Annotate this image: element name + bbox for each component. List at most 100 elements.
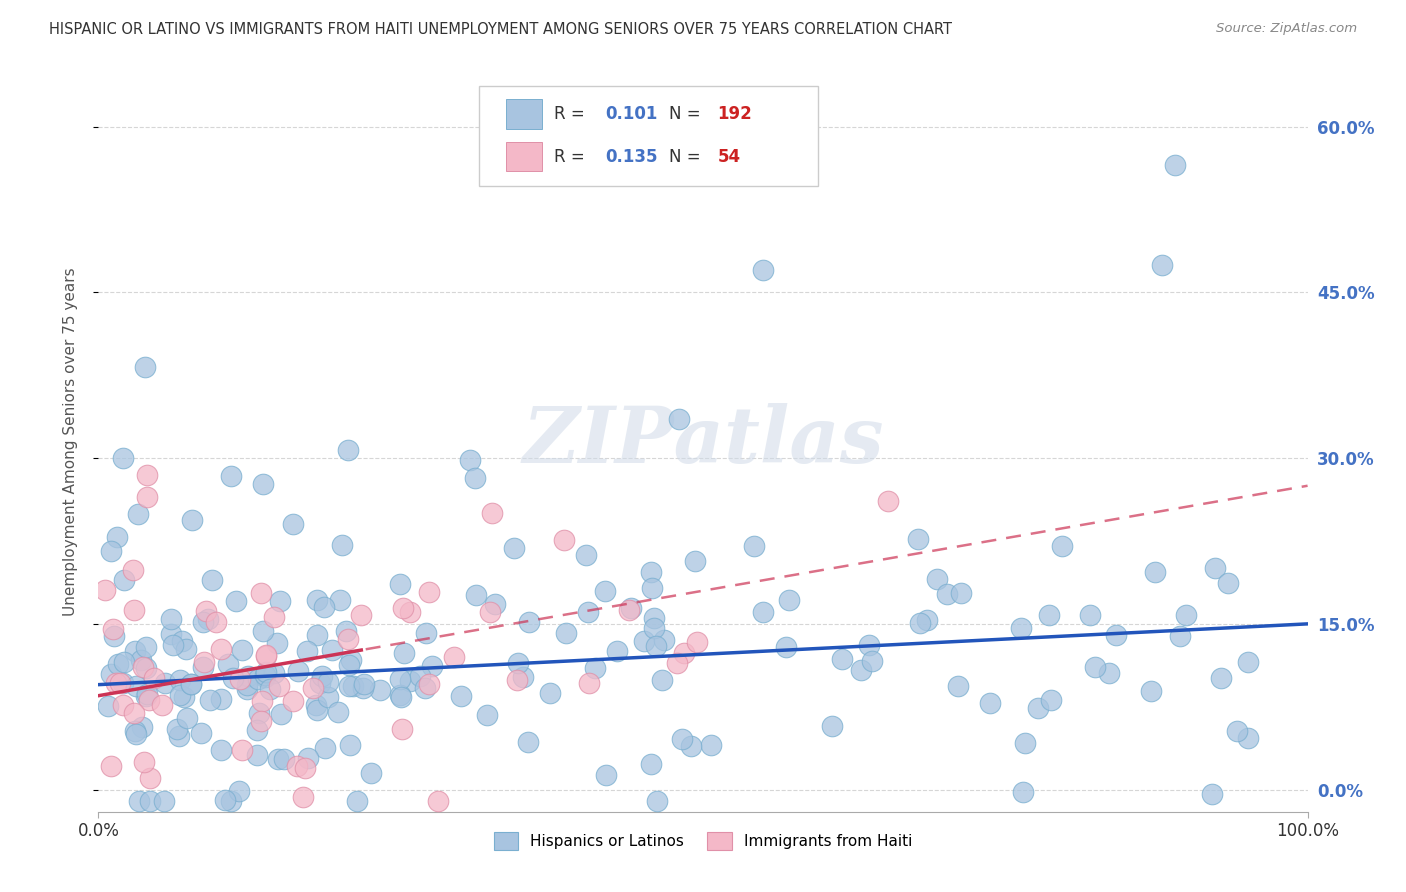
Point: [538, 686, 561, 700]
Point: [132, 660, 155, 674]
Point: [252, 477, 274, 491]
Point: [316, 675, 339, 690]
Point: [683, 554, 706, 568]
Text: 0.135: 0.135: [605, 147, 658, 166]
Point: [252, 624, 274, 639]
Point: [578, 676, 600, 690]
Point: [336, 442, 359, 457]
Point: [228, 784, 250, 798]
Point: [330, 538, 353, 552]
Point: [247, 706, 270, 721]
Point: [254, 668, 277, 682]
Point: [201, 573, 224, 587]
Point: [415, 681, 437, 696]
Point: [135, 689, 157, 703]
Point: [700, 738, 723, 752]
Point: [135, 490, 157, 504]
Point: [246, 723, 269, 737]
Point: [742, 539, 765, 553]
Point: [100, 543, 122, 558]
Point: [1237, 655, 1260, 669]
Text: R =: R =: [554, 147, 591, 166]
Point: [209, 743, 232, 757]
Point: [672, 646, 695, 660]
Point: [305, 698, 328, 712]
Point: [337, 658, 360, 673]
Point: [575, 548, 598, 562]
Point: [217, 657, 239, 671]
Point: [849, 663, 872, 677]
Point: [143, 671, 166, 685]
Point: [219, 468, 242, 483]
Point: [640, 757, 662, 772]
Point: [508, 657, 530, 671]
Point: [125, 679, 148, 693]
Point: [1010, 621, 1032, 635]
Text: N =: N =: [669, 105, 706, 123]
Point: [135, 467, 157, 482]
Point: [1211, 671, 1233, 685]
Point: [342, 679, 364, 693]
Point: [326, 705, 349, 719]
Point: [1098, 666, 1121, 681]
Point: [107, 657, 129, 671]
Point: [100, 758, 122, 772]
Point: [193, 655, 215, 669]
Point: [97, 698, 120, 713]
Point: [254, 670, 277, 684]
Legend: Hispanics or Latinos, Immigrants from Haiti: Hispanics or Latinos, Immigrants from Ha…: [488, 826, 918, 856]
Point: [198, 693, 221, 707]
Point: [173, 690, 195, 705]
Point: [190, 726, 212, 740]
Point: [858, 638, 880, 652]
Point: [391, 722, 413, 736]
Point: [302, 681, 325, 695]
Point: [225, 593, 247, 607]
Point: [94, 582, 117, 597]
Point: [593, 584, 616, 599]
Point: [778, 592, 800, 607]
Point: [640, 566, 662, 580]
Point: [1201, 787, 1223, 801]
Point: [1163, 158, 1185, 172]
Point: [307, 628, 329, 642]
Text: 0.101: 0.101: [605, 105, 658, 123]
Point: [606, 643, 628, 657]
Point: [100, 667, 122, 681]
FancyBboxPatch shape: [506, 142, 543, 171]
Point: [236, 681, 259, 696]
Point: [399, 673, 422, 688]
Point: [270, 706, 292, 721]
Point: [339, 680, 361, 694]
Point: [465, 588, 488, 602]
Point: [1140, 683, 1163, 698]
Point: [915, 613, 938, 627]
Point: [1175, 607, 1198, 622]
Point: [138, 692, 160, 706]
Point: [219, 794, 242, 808]
Point: [263, 665, 285, 680]
Point: [263, 610, 285, 624]
Point: [645, 794, 668, 808]
Point: [273, 751, 295, 765]
Point: [321, 643, 343, 657]
Point: [103, 629, 125, 643]
Point: [641, 581, 664, 595]
Point: [105, 530, 128, 544]
Point: [775, 640, 797, 655]
Point: [502, 541, 524, 556]
Point: [160, 627, 183, 641]
Point: [1226, 724, 1249, 739]
Point: [752, 263, 775, 277]
FancyBboxPatch shape: [506, 100, 543, 129]
Point: [135, 687, 157, 701]
Point: [231, 743, 253, 757]
Text: R =: R =: [554, 105, 591, 123]
Point: [1078, 608, 1101, 623]
Point: [408, 669, 430, 683]
Point: [389, 690, 412, 705]
Point: [686, 635, 709, 649]
Point: [479, 606, 502, 620]
Point: [1105, 628, 1128, 642]
Point: [877, 494, 900, 508]
